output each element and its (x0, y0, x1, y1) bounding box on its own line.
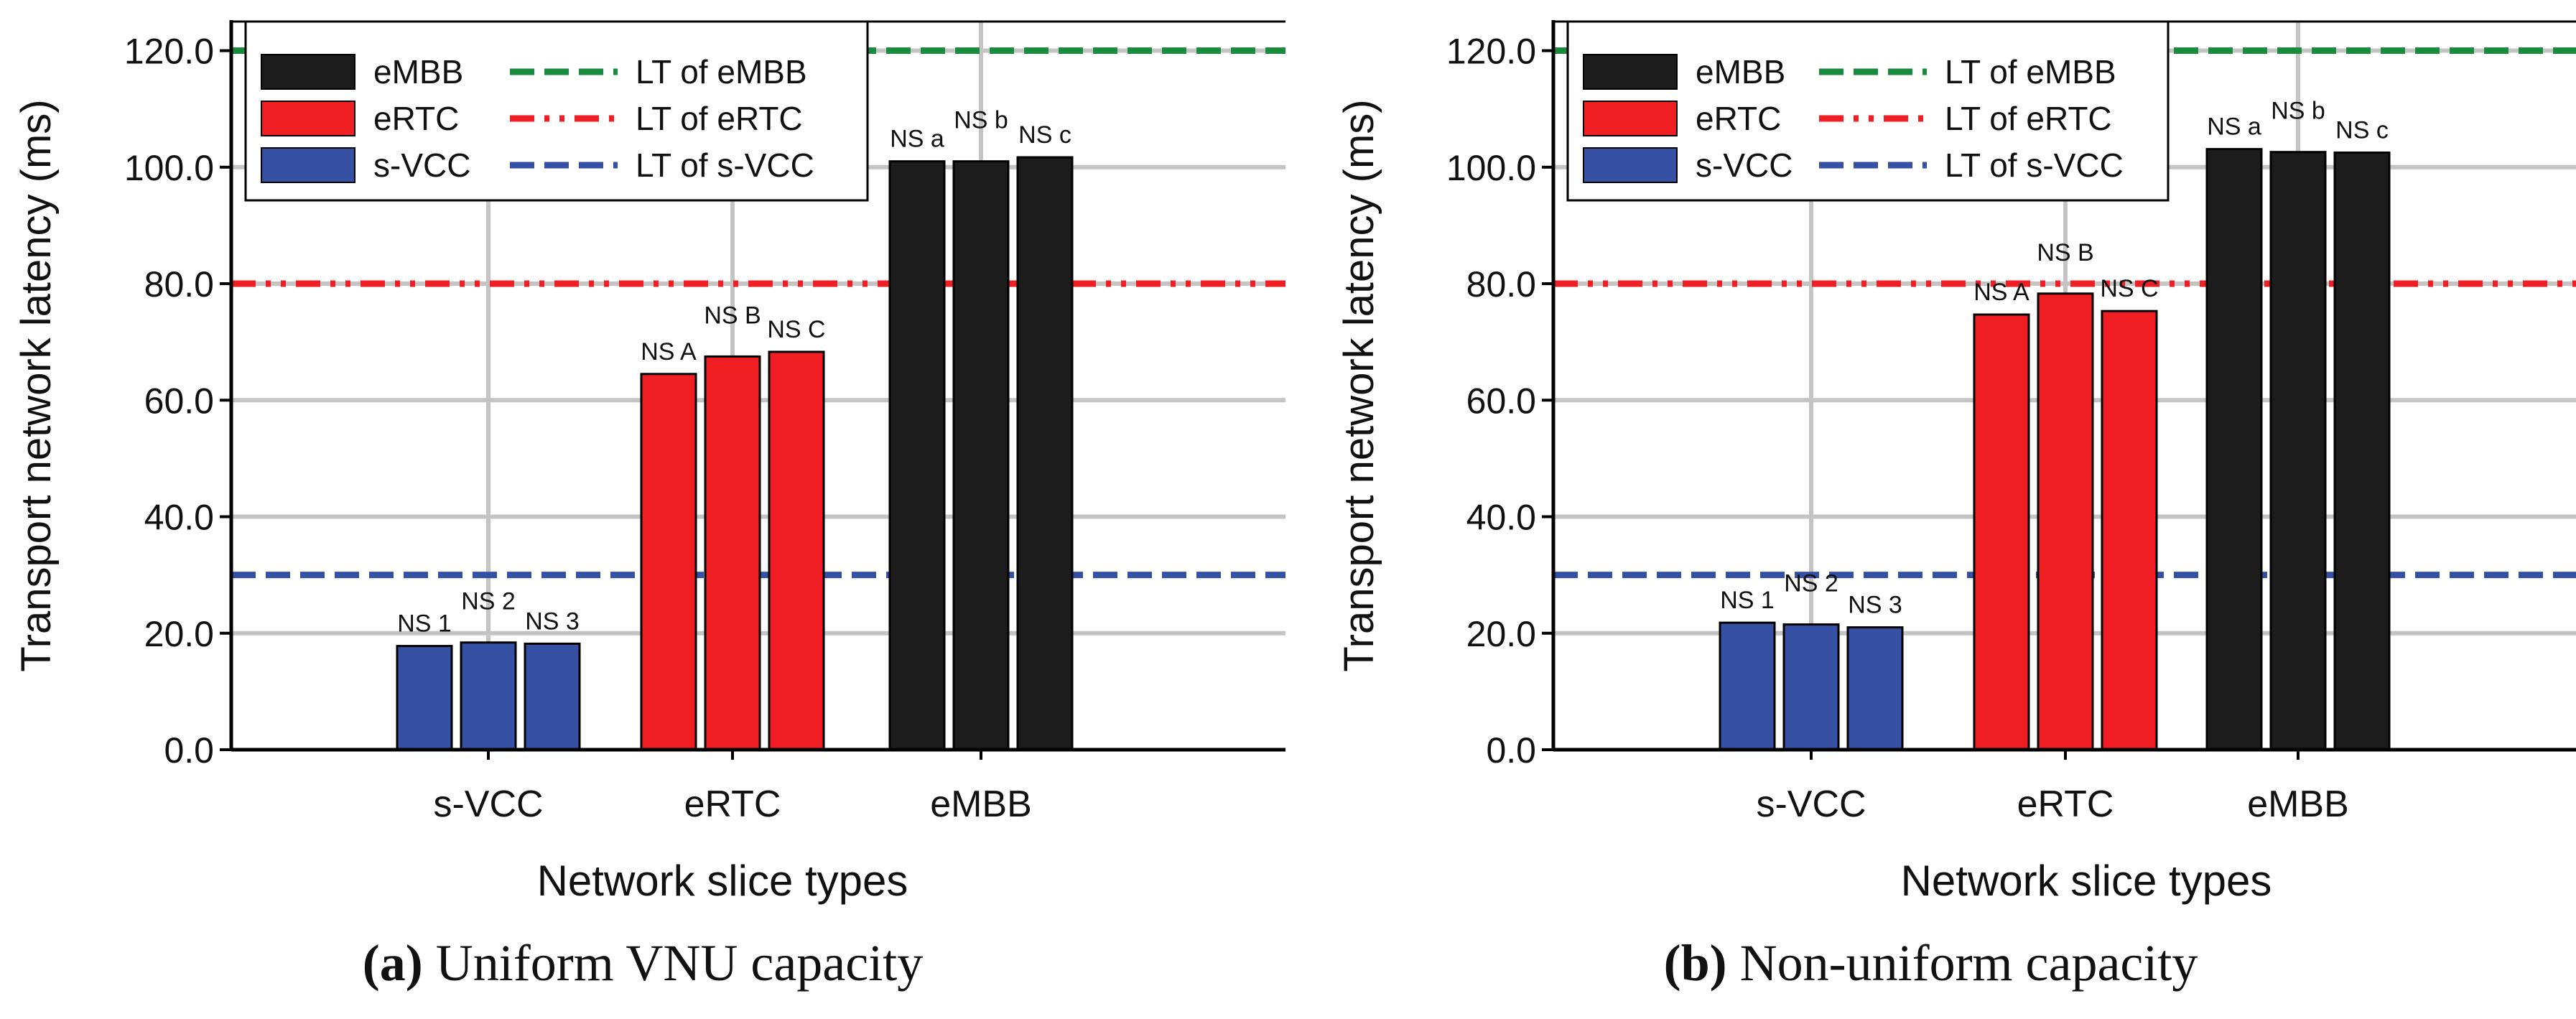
panel-a-bar (460, 641, 517, 751)
panel-a-legend-swatch (261, 101, 355, 136)
panel-b-bar-label: NS A (1973, 279, 2029, 306)
panel-b-y-tick-label: 20.0 (1466, 614, 1536, 654)
panel-a-bar (952, 160, 1010, 751)
panel-b-legend-label: eMBB (1696, 53, 1785, 90)
panel-b-legend-label: LT of eMBB (1945, 53, 2116, 90)
panel-a-y-tick-label: 40.0 (144, 498, 214, 538)
panel-b-y-axis-title: Transport network latency (ms) (1336, 99, 1382, 671)
panel-a-bar-label: NS 3 (525, 608, 580, 635)
panel-a-legend-label: eRTC (373, 100, 459, 137)
panel-b-y-tick-label: 60.0 (1466, 381, 1536, 421)
panel-b-x-axis-title: Network slice types (1901, 857, 2272, 905)
panel-b-legend-label: LT of eRTC (1945, 100, 2112, 137)
panel-a-legend-label: eMBB (373, 53, 463, 90)
panel-a-y-tick-label: 60.0 (144, 381, 214, 421)
panel-b-bar-label: NS 2 (1784, 570, 1838, 597)
panel-a-bar (704, 355, 761, 751)
panel-a-legend-label: LT of s-VCC (636, 146, 814, 184)
panel-b-bar-label: NS B (2037, 239, 2093, 266)
panel-b-legend-label: eRTC (1696, 100, 1781, 137)
panel-b-bar (1719, 621, 1776, 751)
panel-a-bar (888, 160, 946, 751)
panel-a-y-axis-title: Transport network latency (ms) (13, 99, 60, 671)
panel-b-y-tick-label: 40.0 (1466, 498, 1536, 538)
panel-a-legend-swatch (261, 54, 355, 90)
panel-a-bar-label: NS C (767, 316, 825, 343)
panel-b-bar (2333, 152, 2391, 751)
panel-a-x-tick-label: s-VCC (433, 783, 543, 825)
panel-a-legend-swatch (261, 147, 355, 183)
panel-b-bar-label: NS a (2207, 113, 2261, 141)
panel-b-caption-text: Non-uniform capacity (1726, 934, 2198, 992)
panel-a-bar-label: NS A (641, 338, 697, 366)
panel-b-bar-label: NS C (2100, 275, 2158, 302)
panel-a-bar-label: NS B (704, 302, 761, 329)
panel-a-bar (768, 350, 825, 751)
panel-b-bar (2037, 292, 2094, 751)
panel-a-y-tick-label: 0.0 (164, 730, 214, 771)
panel-b-bar (2101, 310, 2158, 751)
panel-a-y-tick-label: 80.0 (144, 264, 214, 304)
panel-b-y-tick-label: 120.0 (1446, 32, 1536, 72)
panel-b-legend-swatch (1583, 101, 1678, 136)
panel-a-x-axis-title: Network slice types (537, 857, 908, 905)
panel-b-bar (1973, 313, 2030, 751)
panel-a-x-tick-label: eMBB (930, 783, 1032, 825)
panel-a-caption-text: Uniform VNU capacity (422, 934, 924, 992)
panel-b-bar (1846, 626, 1904, 751)
panel-a-bar (524, 642, 581, 751)
panel-a-bar-label: NS b (954, 107, 1008, 134)
panel-b-y-tick-label: 100.0 (1446, 148, 1536, 188)
panel-b-legend-swatch (1583, 147, 1678, 183)
panel-b-bar-label: NS b (2271, 98, 2325, 125)
panel-b-bar-label: NS 3 (1848, 592, 1902, 619)
panel-b-legend-swatch (1583, 54, 1678, 90)
panel-a-y-tick-label: 100.0 (124, 148, 214, 188)
panel-a-legend-label: LT of eMBB (636, 53, 807, 90)
panel-b-bar (1782, 623, 1840, 751)
panel-a-caption-letter: (a) (362, 934, 423, 992)
panel-b-y-tick-label: 0.0 (1486, 730, 1536, 771)
panel-b-bar (2205, 148, 2263, 751)
panel-b-x-tick-label: eRTC (2017, 783, 2114, 825)
panel-b-x-tick-label: s-VCC (1756, 783, 1866, 825)
panel-a-caption: (a) Uniform VNU capacity (0, 934, 1285, 998)
panel-b-legend-label: LT of s-VCC (1945, 146, 2124, 184)
panel-a-bar (640, 373, 697, 751)
panel-a-bar (396, 645, 453, 751)
panel-b-y-tick-label: 80.0 (1466, 264, 1536, 304)
panel-a-bar-label: NS c (1018, 121, 1071, 149)
panel-a-bar-label: NS 2 (461, 588, 516, 615)
panel-a-legend-label: LT of eRTC (636, 100, 803, 137)
panel-a-y-tick-label: 20.0 (144, 614, 214, 654)
panel-b-bar-label: NS 1 (1720, 587, 1775, 614)
chart-panel-b: NS 1 NS 2 NS 3 NS A NS B NS C NS a NS b NS c 0.0 2… (1336, 20, 2576, 905)
panel-b-bar (2269, 151, 2327, 751)
panel-a-legend-label: s-VCC (373, 146, 470, 184)
panel-b-legend-label: s-VCC (1696, 146, 1792, 184)
panel-a-y-tick-label: 120.0 (124, 32, 214, 72)
chart-panel-a: NS 1 NS 2 NS 3 NS A NS BNS C NS a NS b NS c 0.0 2… (13, 20, 1285, 905)
panel-b-bar-label: NS c (2335, 117, 2389, 144)
panel-a-bar-label: NS a (890, 126, 944, 153)
panel-b-caption-letter: (b) (1663, 934, 1727, 992)
panel-a-bar (1016, 156, 1074, 751)
panel-a-bar-label: NS 1 (397, 610, 452, 638)
panel-a-x-tick-label: eRTC (684, 783, 781, 825)
panel-b-x-tick-label: eMBB (2247, 783, 2349, 825)
panel-b-caption: (b) Non-uniform capacity (1285, 934, 2576, 998)
